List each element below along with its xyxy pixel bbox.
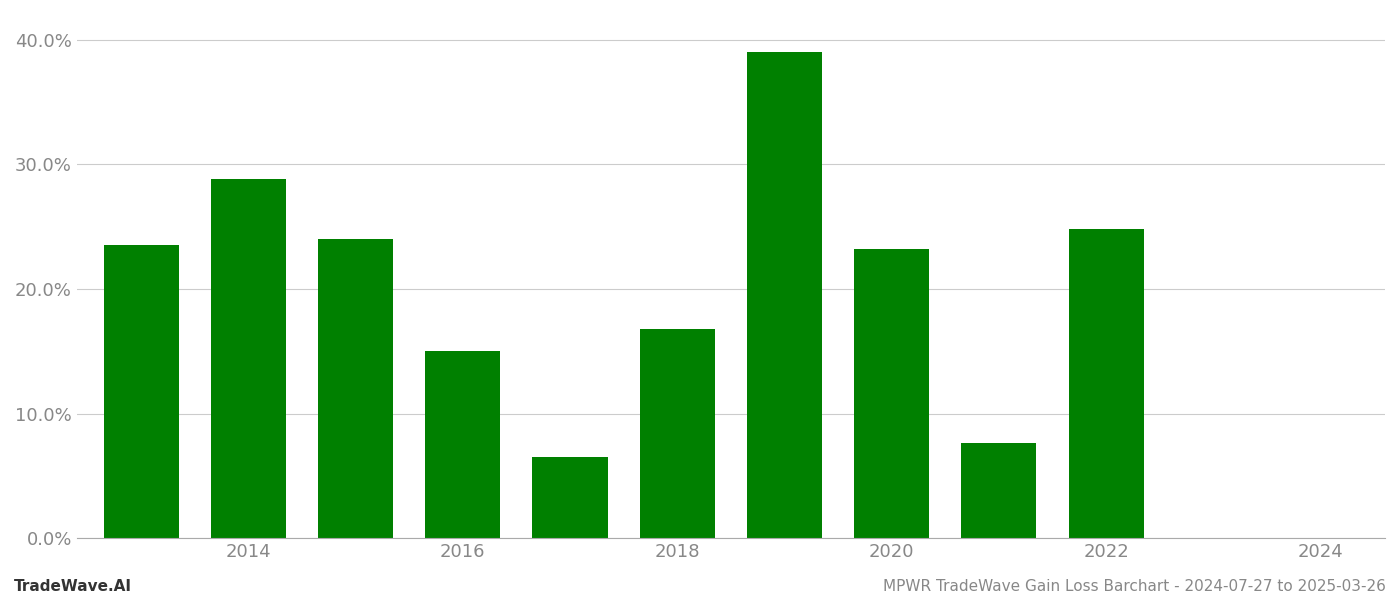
- Bar: [640, 329, 715, 538]
- Bar: [104, 245, 179, 538]
- Text: MPWR TradeWave Gain Loss Barchart - 2024-07-27 to 2025-03-26: MPWR TradeWave Gain Loss Barchart - 2024…: [883, 579, 1386, 594]
- Bar: [532, 457, 608, 538]
- Bar: [748, 52, 822, 538]
- Bar: [1068, 229, 1144, 538]
- Bar: [211, 179, 286, 538]
- Bar: [854, 249, 930, 538]
- Bar: [318, 239, 393, 538]
- Bar: [962, 443, 1036, 538]
- Bar: [426, 352, 500, 538]
- Text: TradeWave.AI: TradeWave.AI: [14, 579, 132, 594]
